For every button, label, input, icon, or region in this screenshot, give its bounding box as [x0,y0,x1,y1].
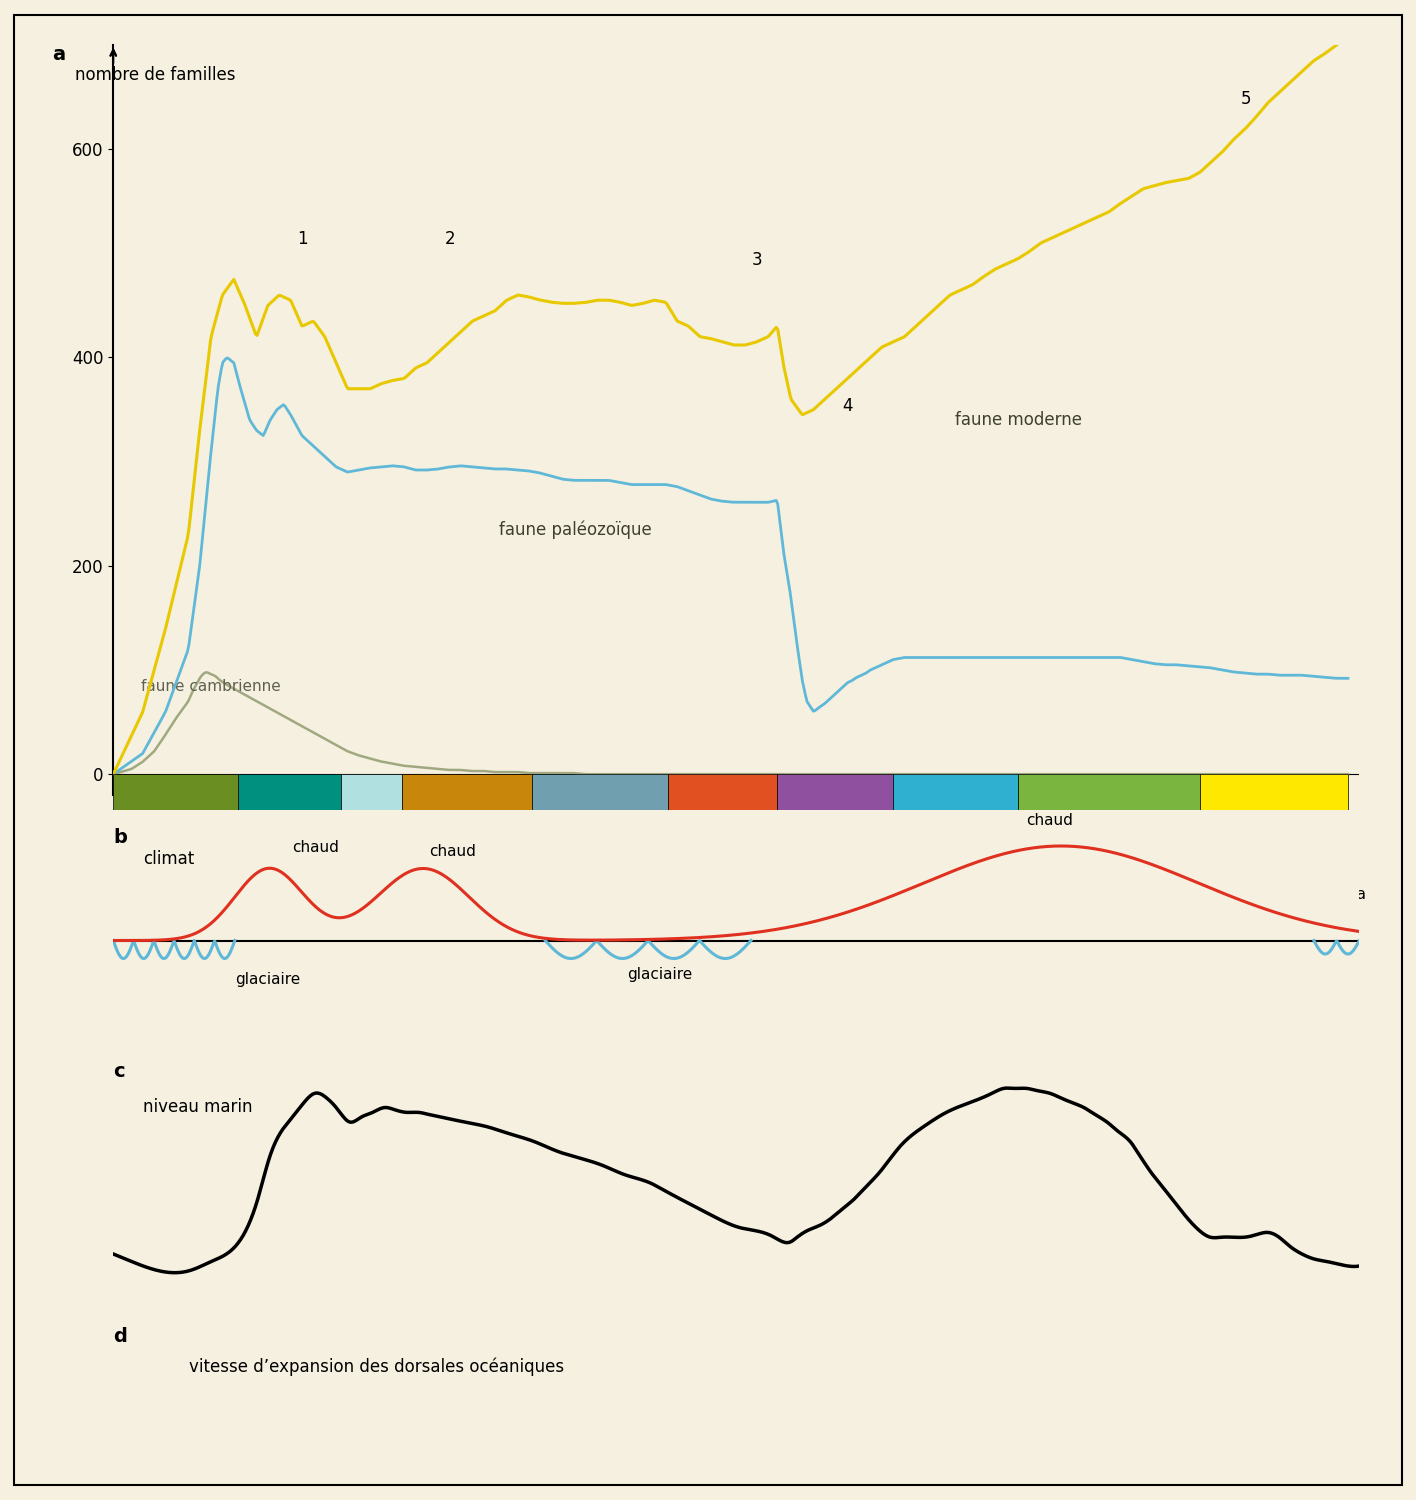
Text: c: c [113,1062,125,1082]
Text: Cambrien: Cambrien [170,784,183,852]
Text: 300: 300 [651,879,680,894]
Text: 0 Ma: 0 Ma [1330,886,1366,902]
Text: faune paléozoïque: faune paléozoïque [498,520,651,538]
Text: Silurien: Silurien [365,792,378,846]
Text: 100: 100 [1106,886,1136,902]
Bar [777,862,1201,909]
Text: chaud: chaud [1027,813,1073,828]
Text: 5: 5 [1240,90,1250,108]
Text: vitesse d’expansion des dorsales océaniques: vitesse d’expansion des dorsales océaniq… [188,1358,564,1376]
Text: faune moderne: faune moderne [954,411,1082,429]
Text: Permien: Permien [716,789,729,847]
Bar [1201,774,1348,862]
Text: Cénozoïque: Cénozoïque [1267,777,1280,859]
Bar [341,774,402,862]
Bar [402,774,531,862]
Text: d: d [113,1328,127,1347]
Text: Carbonifère: Carbonifère [593,777,606,859]
Text: 4: 4 [843,398,852,416]
Bar [777,774,893,862]
Text: 0 Ma: 0 Ma [1311,879,1348,894]
Bar [893,774,1018,862]
Text: Jurassique: Jurassique [949,782,963,855]
Text: Paléozoïque: Paléozoïque [399,878,491,894]
Text: 500: 500 [197,879,225,894]
Bar [1018,774,1201,862]
Text: chaud: chaud [429,844,476,859]
Text: glaciaire: glaciaire [235,972,300,987]
Text: Crétacé: Crétacé [1103,792,1116,846]
Bar [113,862,777,909]
Text: 3: 3 [752,251,762,268]
Bar [1201,862,1348,909]
Bar [238,774,341,862]
Text: 500: 500 [197,886,225,902]
Text: Trias: Trias [828,801,841,836]
Text: 100: 100 [1106,879,1136,894]
Bar [531,774,668,862]
Text: Ordovicien: Ordovicien [283,782,296,856]
Text: chaud: chaud [292,840,338,855]
Text: a: a [52,45,65,64]
Text: Dévonien: Dévonien [460,786,473,852]
Text: niveau marin: niveau marin [143,1098,252,1116]
Text: 300: 300 [651,886,680,902]
Text: 1: 1 [297,230,307,248]
Text: Cénozoïque: Cénozoïque [1229,878,1318,894]
Text: 2: 2 [445,230,455,248]
Text: Mésozoïque: Mésozoïque [943,878,1034,894]
Bar [668,774,777,862]
Text: faune cambrienne: faune cambrienne [142,680,280,694]
Text: glaciaire: glaciaire [627,968,692,982]
Text: nombre de familles: nombre de familles [75,66,235,84]
Bar [113,774,238,862]
Text: b: b [113,828,127,848]
Text: climat: climat [143,850,194,868]
